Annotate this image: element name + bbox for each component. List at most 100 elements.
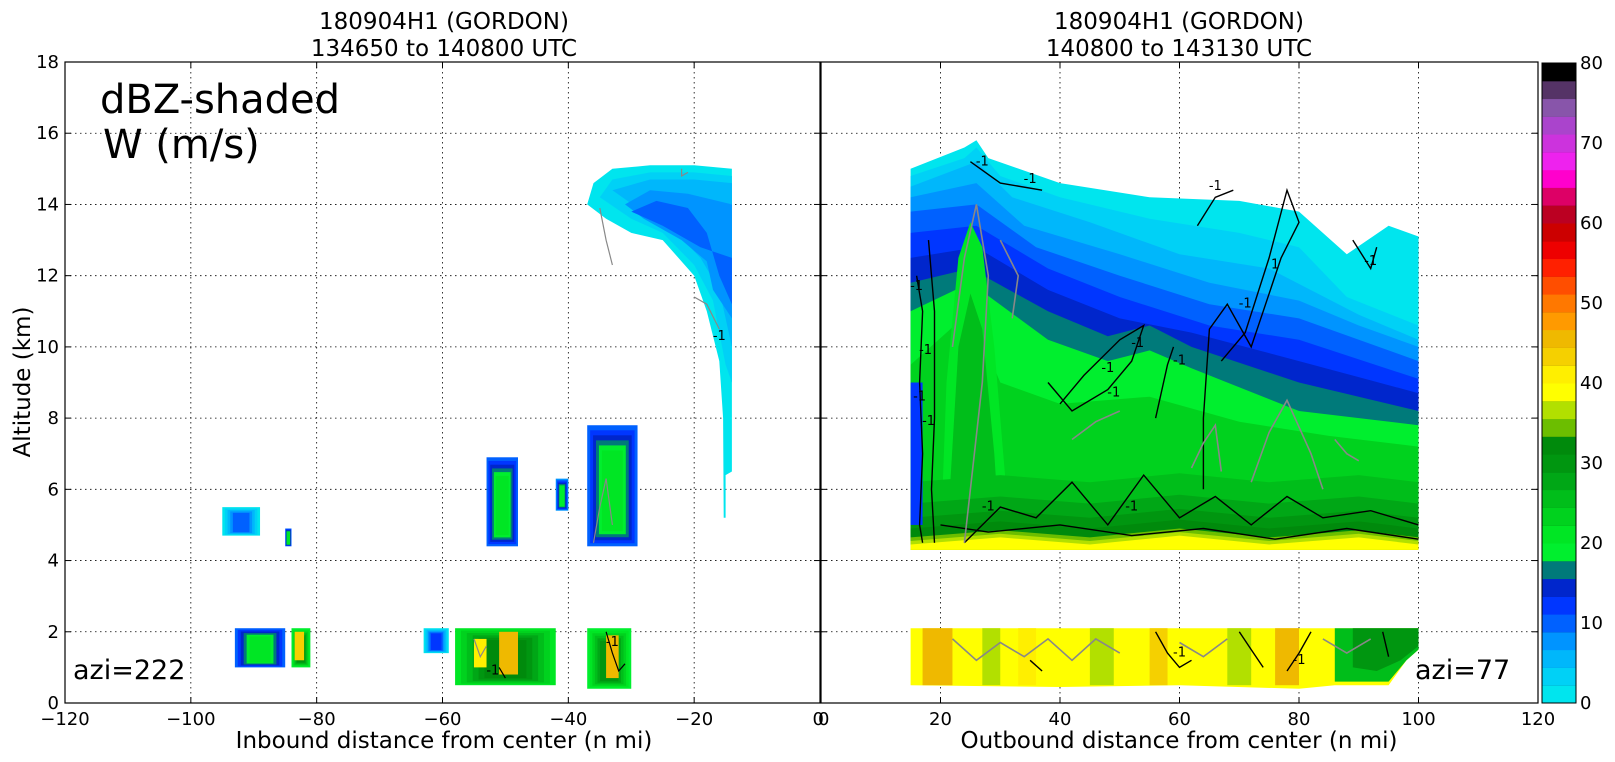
right-contour-label: -1 [1209, 179, 1222, 194]
left-echo-layer [222, 165, 732, 689]
colorbar-swatch [1542, 400, 1576, 420]
right-contour-label: -1 [922, 414, 935, 429]
left-azimuth-label: azi=222 [73, 655, 185, 686]
right-contour-line-gray [1179, 638, 1228, 658]
right-azimuth-label: azi=77 [1415, 655, 1510, 686]
left-anvil-echo [625, 190, 732, 319]
right-contour-line [1352, 239, 1378, 271]
left-xtick-label: −100 [166, 709, 215, 730]
colorbar-swatch [1542, 685, 1576, 704]
left-echo-core [606, 635, 619, 679]
right-xtick-label: 40 [1049, 709, 1072, 730]
right-contour-line [1202, 187, 1300, 490]
right-xtick-label: 20 [929, 709, 952, 730]
colorbar-tick-label: 0 [1580, 693, 1591, 714]
right-contour-line [969, 161, 1043, 191]
left-ytick-label: 16 [36, 123, 59, 144]
colorbar-tick-label: 10 [1580, 613, 1603, 634]
colorbar-swatch [1542, 365, 1576, 384]
left-grid [65, 62, 820, 703]
left-x-axis-label: Inbound distance from center (n mi) [236, 728, 653, 754]
right-panel: -1 -1 -1 -1 -1 -1 -1 -1 -1 -1 -1 -1 1 -1 -1 -1 -1 -1 0 20 4… [818, 9, 1555, 754]
colorbar-swatch [1542, 507, 1576, 526]
right-contour-label: 1 [1271, 258, 1279, 273]
right-contour-line-gray [999, 239, 1020, 319]
right-ticks: 0 20 40 60 80 100 120 [818, 61, 1555, 730]
colorbar-swatch [1542, 418, 1576, 437]
annotation-dbz-shaded: dBZ-shaded [100, 77, 340, 123]
left-echo-cell [495, 475, 509, 536]
right-contour-line-gray [1250, 398, 1324, 490]
left-ytick-label: 0 [48, 693, 59, 714]
right-xtick-label: 0 [818, 709, 829, 730]
right-contour-line [1238, 631, 1264, 668]
colorbar-swatch [1542, 205, 1576, 224]
colorbar-frame [1541, 62, 1577, 704]
colorbar-tick-label: 50 [1580, 293, 1603, 314]
right-contour-label: -1 [1173, 354, 1186, 369]
right-contour-label: -1 [913, 389, 926, 404]
right-lower-echo-streak [922, 628, 953, 686]
colorbar-swatch [1542, 223, 1576, 242]
left-subtitle: 134650 to 140800 UTC [311, 36, 577, 62]
right-contour-line [940, 524, 1419, 540]
right-xtick-label: 100 [1401, 709, 1435, 730]
right-xtick-label: 60 [1168, 709, 1191, 730]
right-lower-echo-streak [1149, 628, 1168, 686]
left-echo-cell [430, 633, 442, 651]
left-echo-cell [287, 532, 290, 545]
colorbar-swatch [1542, 596, 1576, 615]
left-ytick-label: 10 [36, 337, 59, 358]
left-contour-line [498, 667, 506, 679]
left-ytick-label: 18 [36, 52, 59, 73]
left-contour-line [473, 638, 488, 659]
colorbar-swatch [1542, 560, 1576, 580]
left-xtick-label: −20 [675, 709, 713, 730]
left-contour-label: -1 [606, 635, 619, 650]
right-contour-line-gray [1190, 422, 1223, 472]
right-contour-line [1382, 631, 1390, 657]
left-xtick-label: −80 [298, 709, 336, 730]
right-contour-label: -1 [1364, 254, 1377, 269]
left-echo-cell [249, 636, 271, 663]
colorbar-swatch [1542, 347, 1576, 366]
right-upper-echo-edge [910, 382, 923, 525]
colorbar-swatch [1542, 311, 1576, 331]
right-contour-label: -1 [982, 500, 995, 515]
colorbar-swatch [1542, 169, 1576, 188]
colorbar-tick-label: 30 [1580, 453, 1603, 474]
left-title: 180904H1 (GORDON) [319, 9, 569, 35]
right-contour-label: -1 [1239, 297, 1252, 312]
right-lower-echo-streak [1275, 628, 1299, 686]
right-contour-label: -1 [1125, 500, 1138, 515]
right-x-axis-label: Outbound distance from center (n mi) [961, 728, 1398, 754]
colorbar-tick-label: 70 [1580, 133, 1603, 154]
right-contour-label: -1 [1107, 386, 1120, 401]
colorbar-swatch [1542, 98, 1576, 117]
left-panel: -1 -1 -1 −120 −100 −80 −60 −40 −20 0 0 2 4 6 8 10 12 14 1… [10, 9, 824, 754]
colorbar-swatch [1542, 436, 1576, 455]
colorbar-swatch [1542, 240, 1576, 260]
colorbar-swatch [1542, 578, 1576, 597]
colorbar-swatch [1542, 454, 1576, 473]
right-contour-line-gray [1322, 638, 1372, 655]
colorbar: 0 10 20 30 40 50 60 70 80 [1541, 53, 1603, 714]
right-melting-band [910, 535, 1419, 550]
left-xtick-label: −120 [40, 709, 89, 730]
colorbar-swatch [1542, 63, 1576, 82]
left-echo-cell [601, 450, 623, 532]
right-contour-line [1196, 189, 1234, 227]
colorbar-swatch [1542, 383, 1576, 402]
left-echo-core [499, 631, 518, 675]
colorbar-swatch [1542, 116, 1576, 135]
left-ticks: −120 −100 −80 −60 −40 −20 0 0 2 4 6 8 10 12 14 16 18 [36, 52, 824, 730]
colorbar-tick-label: 40 [1580, 373, 1603, 394]
right-contour-label: -1 [1173, 646, 1186, 661]
right-lower-echo-streak [1227, 628, 1252, 686]
colorbar-swatch [1542, 631, 1576, 651]
right-contour-line [927, 240, 936, 543]
right-contour-line [1154, 631, 1192, 669]
right-contour-line [1286, 631, 1312, 672]
right-contour-line [1029, 659, 1043, 672]
